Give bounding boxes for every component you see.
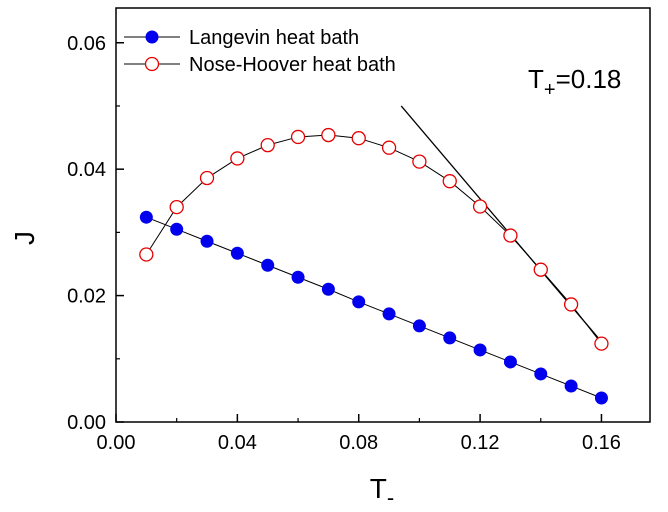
data-point-nose-hoover [169, 199, 184, 215]
x-tick-label: 0.16 [582, 432, 621, 454]
data-point-langevin [473, 343, 487, 357]
data-point-nose-hoover [290, 129, 306, 145]
annotation-sub: + [544, 79, 556, 101]
data-point-nose-hoover [381, 140, 397, 155]
x-axis-title-main: T [370, 473, 387, 504]
legend-label-langevin: Langevin heat bath [189, 27, 359, 49]
data-point-langevin [382, 307, 396, 321]
y-axis-title: J [9, 231, 40, 245]
data-point-nose-hoover [563, 297, 579, 312]
data-point-nose-hoover [472, 199, 488, 214]
data-point-langevin [412, 319, 426, 333]
data-point-nose-hoover [503, 228, 518, 243]
data-point-langevin [534, 367, 548, 381]
annotation-main: T [528, 64, 544, 94]
data-point-langevin [261, 258, 275, 272]
data-point-langevin [139, 210, 153, 224]
y-tick-label: 0.04 [67, 159, 106, 181]
x-tick-label: 0.08 [339, 432, 378, 454]
data-point-nose-hoover [594, 336, 609, 351]
data-point-nose-hoover [442, 174, 457, 189]
data-point-nose-hoover [351, 131, 366, 146]
data-point-langevin [321, 282, 335, 296]
tick-labels: 0.00 0.04 0.08 0.12 0.16 0.00 0.02 0.04 0.06 [67, 33, 621, 454]
temperature-annotation: T+=0.18 [528, 64, 621, 101]
series-layer [139, 127, 609, 405]
x-axis-title-sub: - [387, 485, 394, 510]
y-tick-label: 0.02 [67, 286, 106, 308]
legend: Langevin heat bath Nose-Hoover heat bath [124, 27, 396, 76]
data-point-nose-hoover [139, 247, 154, 262]
x-tick-label: 0.12 [461, 432, 500, 454]
annotation-value: =0.18 [556, 64, 622, 94]
legend-marker-nose-hoover [144, 56, 160, 72]
data-point-langevin [564, 379, 578, 393]
data-point-nose-hoover [230, 151, 245, 166]
y-tick-label: 0.00 [67, 412, 106, 434]
x-axis-title: T- [370, 473, 394, 510]
axis-ticks [115, 42, 603, 423]
data-point-langevin [200, 234, 214, 248]
data-point-langevin [503, 355, 517, 369]
data-point-langevin [230, 246, 244, 260]
legend-label-nose-hoover: Nose-Hoover heat bath [189, 54, 396, 76]
series-line-nose-hoover [145, 134, 602, 344]
series-line-langevin [146, 216, 602, 399]
plot-frame [115, 7, 651, 423]
data-point-langevin [352, 295, 366, 309]
data-point-nose-hoover [260, 138, 275, 153]
data-point-langevin [291, 270, 305, 284]
data-point-nose-hoover [199, 170, 215, 186]
data-point-nose-hoover [533, 262, 548, 277]
legend-marker-langevin [145, 30, 159, 44]
data-point-nose-hoover [321, 127, 336, 143]
data-point-langevin [443, 331, 457, 345]
x-tick-label: 0.04 [218, 432, 257, 454]
y-tick-label: 0.06 [67, 33, 106, 55]
data-point-langevin [170, 222, 184, 236]
x-tick-label: 0.00 [97, 432, 136, 454]
data-point-langevin [594, 391, 608, 405]
data-point-nose-hoover [412, 154, 427, 169]
